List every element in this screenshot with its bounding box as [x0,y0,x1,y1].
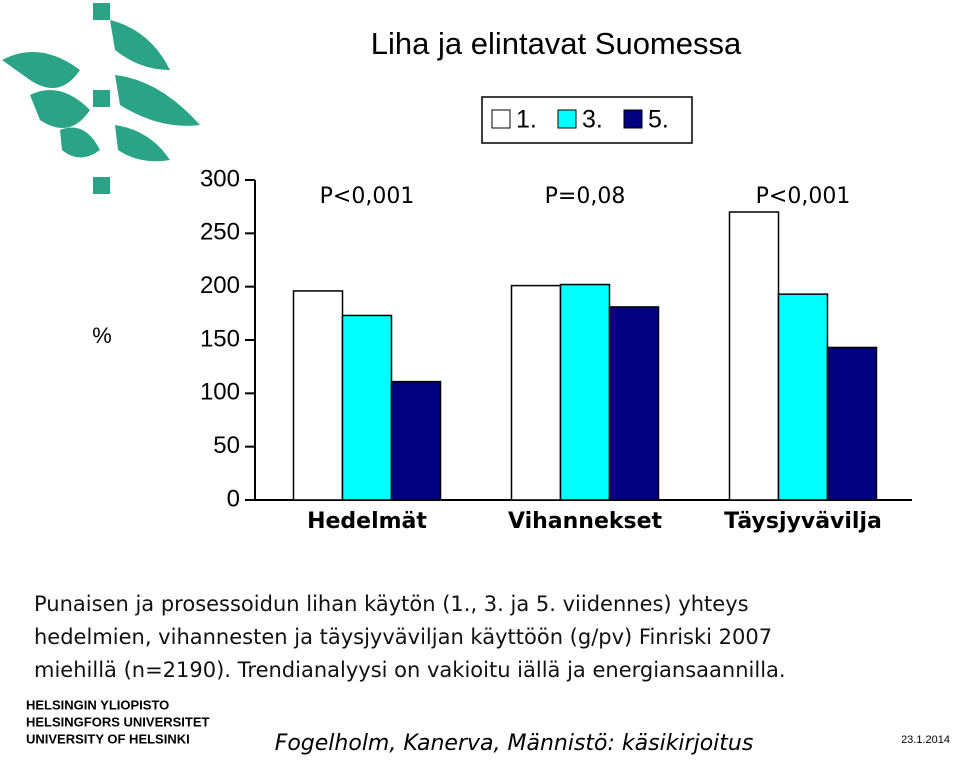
p-value: P=0,08 [545,184,626,209]
x-tick-label: Täysjyvävilja [724,509,882,534]
y-axis-label: % [92,323,112,348]
y-tick-label: 300 [200,165,240,192]
caption: Punaisen ja prosessoidun lihan käytön (1… [34,592,749,616]
caption: hedelmien, vihannesten ja täysjyväviljan… [34,625,772,649]
bar [341,314,393,501]
y-tick-label: 250 [200,219,240,246]
y-tick-label: 100 [200,379,240,406]
bar [777,293,829,501]
bar [608,306,660,501]
legend-swatch [623,109,643,129]
logo-text: HELSINGIN YLIOPISTO [26,697,169,712]
y-tick-label: 200 [200,272,240,299]
p-value: P<0,001 [756,184,851,209]
p-value: P<0,001 [320,184,415,209]
legend-swatch [557,109,577,129]
x-tick-label: Vihannekset [508,509,663,534]
source: Fogelholm, Kanerva, Männistö: käsikirjoi… [275,731,754,756]
x-tick-label: Hedelmät [307,509,427,534]
legend-swatch [491,109,511,129]
bar [510,284,562,501]
bar [292,290,344,501]
bar [826,346,878,501]
legend-label: 1. [516,106,537,134]
legend-label: 3. [582,106,603,134]
logo-text: UNIVERSITY OF HELSINKI [26,731,190,746]
bar [559,283,611,501]
bar [390,380,442,501]
legend-box [481,96,693,144]
caption: miehillä (n=2190). Trendianalyysi on vak… [34,658,786,682]
logo-text: HELSINGFORS UNIVERSITET [26,714,210,729]
legend-label: 5. [648,106,669,134]
y-tick-label: 0 [227,485,240,512]
y-tick-label: 150 [200,325,240,352]
date: 23.1.2014 [901,734,950,746]
logo [2,3,200,194]
y-tick-label: 50 [213,432,240,459]
bar [728,211,780,501]
chart-title: Liha ja elintavat Suomessa [371,26,742,61]
